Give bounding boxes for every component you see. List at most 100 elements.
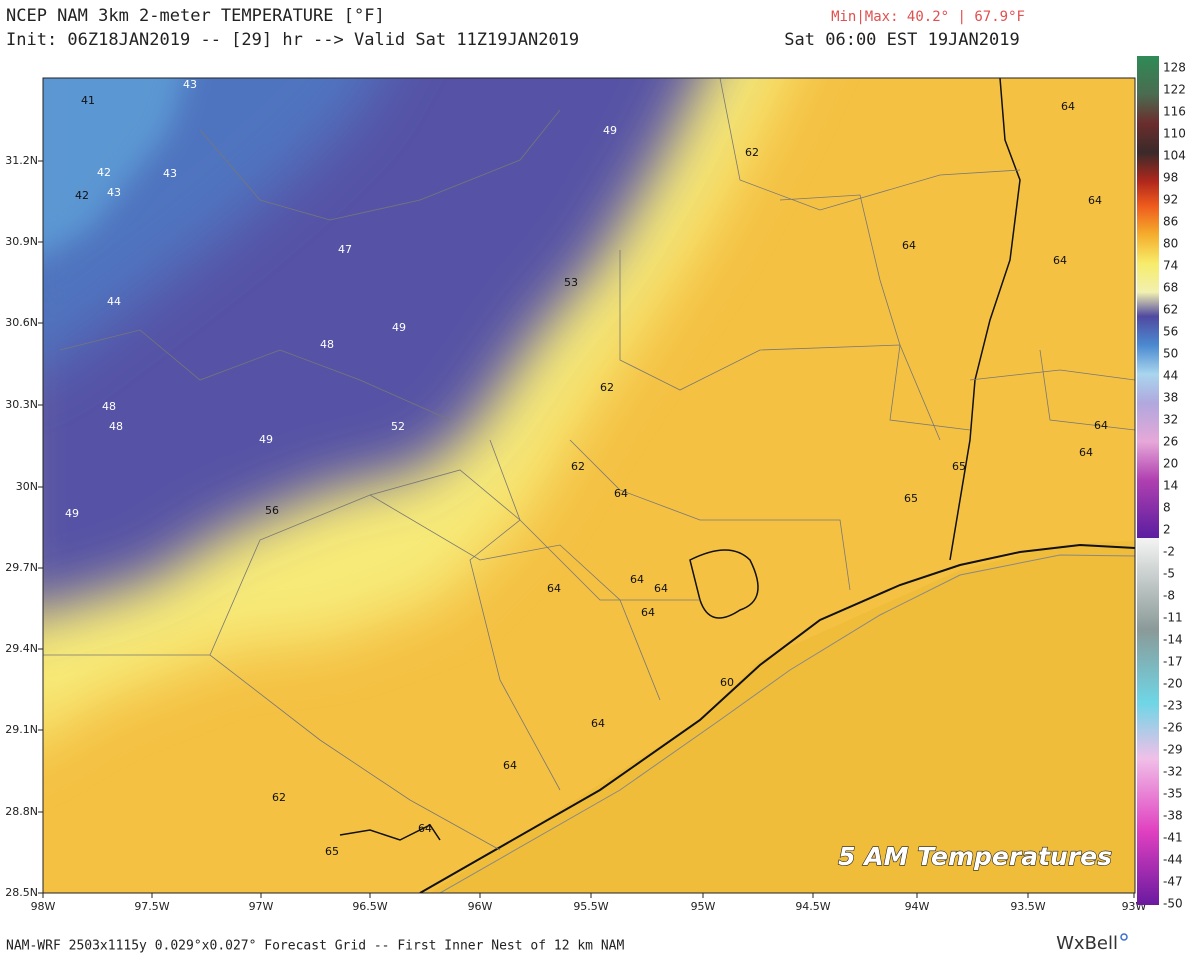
colorbar-label: 74 xyxy=(1163,259,1178,273)
temp-label: 65 xyxy=(325,845,339,858)
footer-info: NAM-WRF 2503x1115y 0.029°x0.027° Forecas… xyxy=(6,939,624,954)
lon-label: 93.5W xyxy=(1010,900,1045,913)
lon-label: 94.5W xyxy=(795,900,830,913)
lon-axis: 98W 97.5W 97W 96.5W 96W 95.5W 95W 94.5W 94W 93.5W… xyxy=(31,893,1147,913)
colorbar-label: -17 xyxy=(1163,655,1183,669)
temp-label: 65 xyxy=(952,460,966,473)
colorbar-label: 92 xyxy=(1163,193,1178,207)
coastline-offshore xyxy=(439,554,1135,893)
temp-label: 52 xyxy=(391,420,405,433)
lat-label: 29.1N xyxy=(5,723,38,736)
colorbar-label: -14 xyxy=(1163,633,1183,647)
temp-label: 64 xyxy=(591,717,605,730)
logo: WxBell xyxy=(1056,933,1118,954)
colorbar-label: 68 xyxy=(1163,281,1178,295)
lat-axis: 31.2N 30.9N 30.6N 30.3N 30N 29.7N 29.4N 29.1N 28… xyxy=(5,154,43,899)
temp-label: 62 xyxy=(272,791,286,804)
colorbar-label: -35 xyxy=(1163,787,1183,801)
colorbar-label: 80 xyxy=(1163,237,1178,251)
colorbar-label: -11 xyxy=(1163,611,1183,625)
colorbar-label: 62 xyxy=(1163,303,1178,317)
lat-label: 30.9N xyxy=(5,235,38,248)
map-frame xyxy=(42,77,1136,894)
colorbar-label: 110 xyxy=(1163,127,1186,141)
lon-label: 96.5W xyxy=(352,900,387,913)
colorbar-label: -47 xyxy=(1163,875,1183,889)
colorbar-label: -38 xyxy=(1163,809,1183,823)
colorbar-label: -5 xyxy=(1163,567,1175,581)
temp-label: 64 xyxy=(1061,100,1075,113)
temp-label: 64 xyxy=(614,487,628,500)
lat-label: 28.8N xyxy=(5,805,38,818)
colorbar-label: 14 xyxy=(1163,479,1178,493)
colorbar-label: 98 xyxy=(1163,171,1178,185)
colorbar-label: 38 xyxy=(1163,391,1178,405)
colorbar-label: 32 xyxy=(1163,413,1178,427)
temp-label: 43 xyxy=(183,78,197,91)
temp-label: 64 xyxy=(1088,194,1102,207)
coastline xyxy=(419,543,1135,893)
logo-dot xyxy=(1120,933,1128,941)
temp-label: 64 xyxy=(641,606,655,619)
temp-label: 42 xyxy=(75,189,89,202)
colorbar-label: 8 xyxy=(1163,501,1171,515)
temp-label: 64 xyxy=(1079,446,1093,459)
temp-label: 47 xyxy=(338,243,352,256)
temp-label: 64 xyxy=(418,822,432,835)
temp-label: 48 xyxy=(102,400,116,413)
lon-label: 95.5W xyxy=(573,900,608,913)
temp-label: 65 xyxy=(904,492,918,505)
lon-label: 98W xyxy=(31,900,56,913)
temp-label: 48 xyxy=(109,420,123,433)
lon-label: 95W xyxy=(691,900,716,913)
colorbar-cold xyxy=(1137,538,1159,905)
temp-label: 43 xyxy=(163,167,177,180)
colorbar-label: 56 xyxy=(1163,325,1178,339)
colorbar-label: -23 xyxy=(1163,699,1183,713)
colorbar-label: -8 xyxy=(1163,589,1175,603)
temp-label: 62 xyxy=(571,460,585,473)
colorbar-label: -32 xyxy=(1163,765,1183,779)
temp-label: 49 xyxy=(259,433,273,446)
colorbar-label: 116 xyxy=(1163,105,1186,119)
lon-label: 96W xyxy=(468,900,493,913)
colorbar-warm xyxy=(1137,56,1159,538)
colorbar-label: -44 xyxy=(1163,853,1183,867)
temp-label: 48 xyxy=(320,338,334,351)
lat-label: 30N xyxy=(16,480,38,493)
temp-label: 64 xyxy=(503,759,517,772)
title: NCEP NAM 3km 2-meter TEMPERATURE [°F] xyxy=(6,6,385,26)
colorbar-label: 104 xyxy=(1163,149,1186,163)
temp-label: 64 xyxy=(654,582,668,595)
colorbar-label: -26 xyxy=(1163,721,1183,735)
temp-label: 49 xyxy=(65,507,79,520)
temp-label: 49 xyxy=(603,124,617,137)
colorbar-label: 44 xyxy=(1163,369,1178,383)
county-lines xyxy=(43,78,1135,851)
temp-label: 49 xyxy=(392,321,406,334)
temp-label: 64 xyxy=(1094,419,1108,432)
lon-label: 97W xyxy=(249,900,274,913)
colorbar-label: 122 xyxy=(1163,83,1186,97)
colorbar-label: 86 xyxy=(1163,215,1178,229)
temp-label: 53 xyxy=(564,276,578,289)
lat-label: 30.3N xyxy=(5,398,38,411)
colorbar-label: 128 xyxy=(1163,61,1186,75)
temp-label: 60 xyxy=(720,676,734,689)
overlay-caption: 5 AM Temperatures xyxy=(838,842,1112,871)
colorbar-label: 2 xyxy=(1163,523,1171,537)
lat-label: 28.5N xyxy=(5,886,38,899)
min-max: Min|Max: 40.2° | 67.9°F xyxy=(831,9,1025,25)
lat-label: 29.4N xyxy=(5,642,38,655)
lat-label: 31.2N xyxy=(5,154,38,167)
temp-label: 44 xyxy=(107,295,121,308)
colorbar-label: 26 xyxy=(1163,435,1178,449)
temp-label: 62 xyxy=(745,146,759,159)
temp-label: 62 xyxy=(600,381,614,394)
temp-label: 64 xyxy=(1053,254,1067,267)
lon-label: 94W xyxy=(905,900,930,913)
colorbar-label: 20 xyxy=(1163,457,1178,471)
light-blue-region xyxy=(43,78,186,257)
colorbar-label: 50 xyxy=(1163,347,1178,361)
